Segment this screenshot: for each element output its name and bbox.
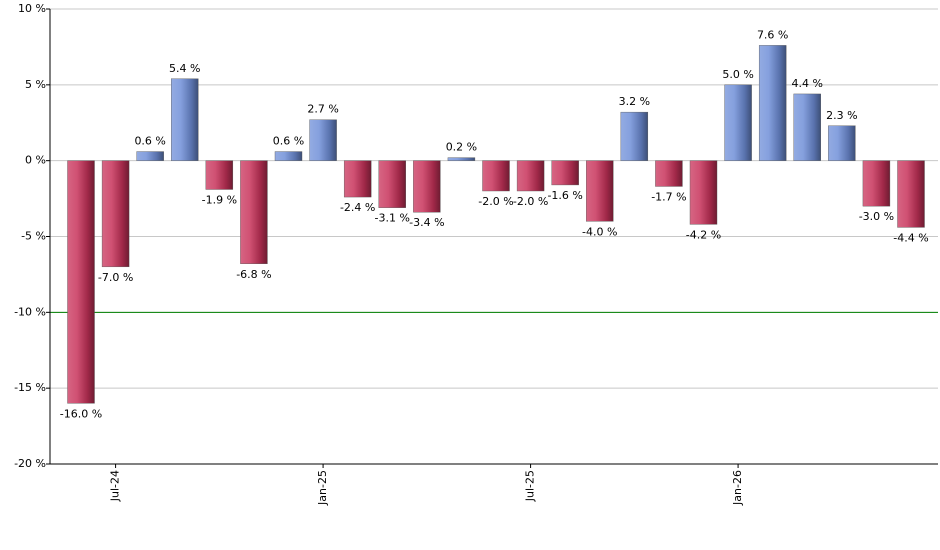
data-label: -4.0 % [582, 225, 617, 238]
bar [171, 78, 199, 161]
y-tick-label: 5 % [25, 78, 46, 91]
data-label: -4.2 % [686, 228, 721, 241]
data-label: -2.0 % [478, 195, 513, 208]
bar [240, 160, 268, 265]
bar [758, 45, 787, 161]
bar [828, 125, 856, 161]
bar [897, 160, 925, 228]
bar [482, 160, 510, 192]
x-tick-label: Jul-24 [109, 470, 122, 502]
data-label: 7.6 % [757, 28, 788, 41]
data-label: 0.6 % [134, 135, 165, 148]
data-label: -1.9 % [202, 193, 237, 206]
x-tick-label: Jan-26 [731, 470, 744, 506]
bar [793, 93, 821, 161]
data-label: -3.0 % [859, 210, 894, 223]
y-tick-label: -5 % [21, 230, 46, 243]
bar [516, 160, 545, 192]
bar [724, 84, 752, 161]
bar [689, 160, 718, 225]
y-tick-label: -15 % [14, 381, 46, 394]
bar [620, 111, 649, 161]
bar [67, 160, 95, 404]
data-label: -4.4 % [893, 231, 928, 244]
bar [413, 160, 441, 213]
y-tick-label: -10 % [14, 305, 46, 318]
data-label: 2.7 % [307, 103, 338, 116]
x-tick-label: Jan-25 [316, 470, 329, 506]
data-label: -2.4 % [340, 201, 375, 214]
bar [378, 160, 406, 208]
bar [586, 160, 614, 222]
data-label: -16.0 % [60, 407, 102, 420]
bar [655, 160, 683, 187]
data-label: -3.1 % [375, 212, 410, 225]
data-label: -7.0 % [98, 271, 133, 284]
data-label: -1.7 % [651, 190, 686, 203]
bar [862, 160, 891, 207]
bar [447, 157, 476, 161]
bar [274, 151, 303, 161]
data-label: 4.4 % [792, 77, 823, 90]
data-label: 0.6 % [273, 135, 304, 148]
data-label: -3.4 % [409, 216, 444, 229]
bar [101, 160, 130, 268]
bar [136, 151, 164, 161]
data-label: -6.8 % [236, 268, 271, 281]
data-label: -2.0 % [513, 195, 548, 208]
y-tick-label: 10 % [18, 2, 46, 15]
y-tick-label: 0 % [25, 154, 46, 167]
data-label: 5.4 % [169, 62, 200, 75]
bar [551, 160, 579, 186]
y-tick-label: -20 % [14, 457, 46, 470]
data-label: -1.6 % [547, 189, 582, 202]
data-label: 3.2 % [619, 95, 650, 108]
bar [205, 160, 234, 190]
data-label: 5.0 % [722, 68, 753, 81]
bar [343, 160, 372, 198]
bar [309, 119, 337, 161]
data-label: 2.3 % [826, 109, 857, 122]
data-label: 0.2 % [446, 141, 477, 154]
x-tick-label: Jul-25 [524, 470, 537, 502]
